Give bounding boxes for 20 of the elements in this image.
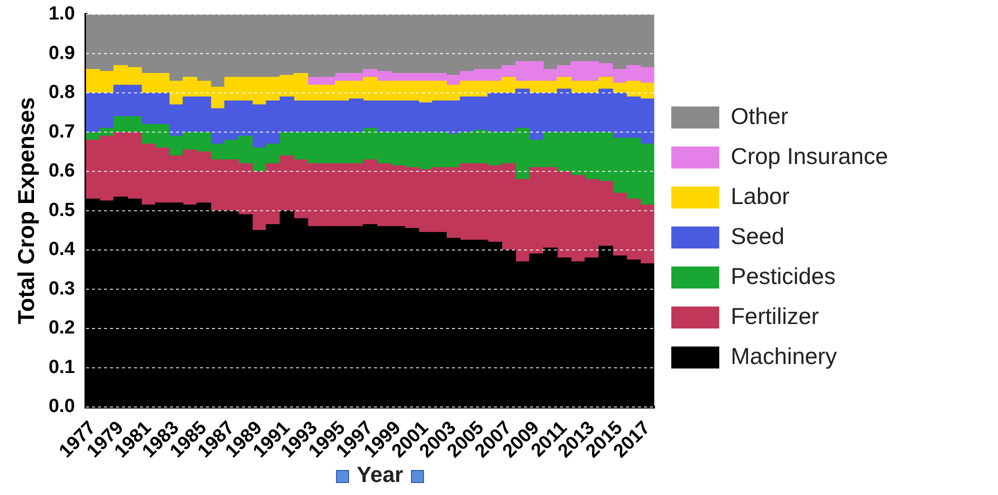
legend-label: Labor	[730, 182, 790, 209]
legend-label: Other	[730, 102, 789, 129]
y-tick-label: 1.0	[48, 4, 76, 25]
legend-label: Pesticides	[730, 262, 836, 289]
legend-label: Fertilizer	[730, 302, 820, 329]
y-tick-label: 0.7	[48, 121, 76, 142]
y-tick-label: 0.0	[48, 396, 76, 418]
y-axis-title: Total Crop Expenses	[13, 97, 40, 324]
legend-label: Machinery	[730, 342, 838, 369]
y-tick-label: 0.2	[48, 318, 76, 339]
x-axis-title: Year	[356, 462, 404, 487]
y-tick-label: 0.5	[48, 200, 76, 221]
legend-label: Crop Insurance	[730, 142, 888, 169]
y-tick-label: 0.1	[48, 356, 76, 378]
y-tick-label: 0.8	[48, 82, 76, 104]
y-tick-label: 0.6	[48, 160, 76, 182]
y-tick-label: 0.9	[48, 42, 76, 64]
y-tick-label: 0.4	[48, 239, 76, 260]
legend-label: Seed	[730, 222, 784, 249]
y-tick-label: 0.3	[48, 278, 76, 300]
